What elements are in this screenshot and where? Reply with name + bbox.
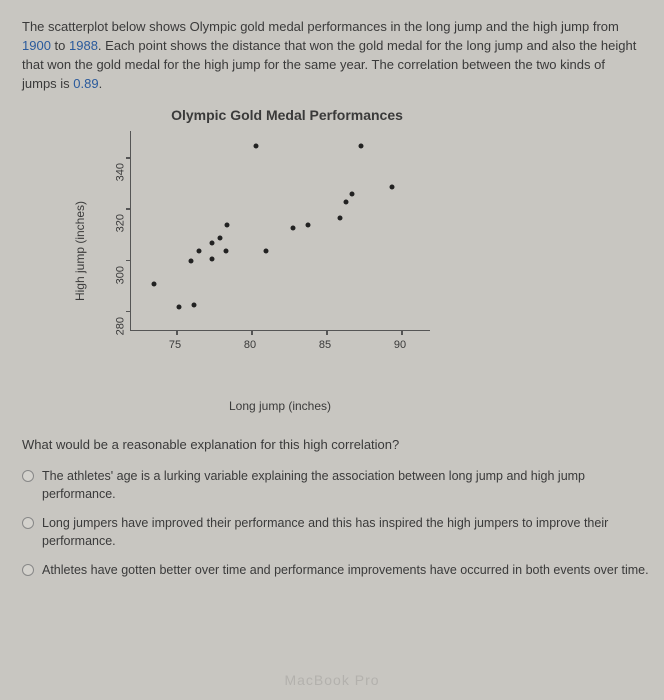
scatter-point [189,259,194,264]
y-tick-label: 340 [114,163,126,181]
scatter-point [343,200,348,205]
chart-area: High jump (inches) 280300320340 75808590 [82,131,442,371]
scatter-point [358,143,363,148]
year-to: 1988 [69,38,98,53]
scatter-point [225,223,230,228]
scatter-point [210,256,215,261]
answer-option[interactable]: The athletes' age is a lurking variable … [22,468,652,503]
option-text: Long jumpers have improved their perform… [42,515,652,550]
radio-icon[interactable] [22,564,34,576]
option-text: The athletes' age is a lurking variable … [42,468,652,503]
intro-part-2: to [51,38,69,53]
scatter-point [337,215,342,220]
scatter-point [192,302,197,307]
radio-icon[interactable] [22,470,34,482]
y-tick-label: 320 [114,214,126,232]
watermark: MacBook Pro [284,672,379,688]
option-text: Athletes have gotten better over time an… [42,562,649,580]
scatter-point [291,225,296,230]
year-from: 1900 [22,38,51,53]
scatter-point [210,241,215,246]
y-axis-label: High jump (inches) [73,201,87,301]
question-text: What would be a reasonable explanation f… [22,437,652,452]
chart-title: Olympic Gold Medal Performances [122,107,452,123]
scatter-point [151,282,156,287]
y-tick-label: 300 [114,266,126,284]
answer-option[interactable]: Long jumpers have improved their perform… [22,515,652,550]
answer-options: The athletes' age is a lurking variable … [22,468,652,580]
scatter-point [177,305,182,310]
plot-region [130,131,430,331]
y-tick-label: 280 [114,317,126,335]
radio-icon[interactable] [22,517,34,529]
correlation-value: 0.89 [73,76,98,91]
scatter-point [306,223,311,228]
x-tick-label: 80 [244,339,256,351]
intro-part-3: . Each point shows the distance that won… [22,38,636,91]
scatter-point [217,236,222,241]
scatter-point [223,248,228,253]
x-tick-label: 75 [169,339,181,351]
scatter-point [349,192,354,197]
x-axis-label: Long jump (inches) [130,399,430,413]
x-tick-label: 85 [319,339,331,351]
scatter-point [390,184,395,189]
scatter-point [196,248,201,253]
intro-part-4: . [99,76,103,91]
answer-option[interactable]: Athletes have gotten better over time an… [22,562,652,580]
scatter-point [264,248,269,253]
scatter-point [253,143,258,148]
y-ticks: 280300320340 [90,131,120,331]
x-ticks: 75 80 85 90 [130,339,430,359]
problem-statement: The scatterplot below shows Olympic gold… [22,18,642,93]
scatter-chart: Olympic Gold Medal Performances High jum… [82,107,652,413]
intro-part-1: The scatterplot below shows Olympic gold… [22,19,619,34]
x-tick-label: 90 [394,339,406,351]
